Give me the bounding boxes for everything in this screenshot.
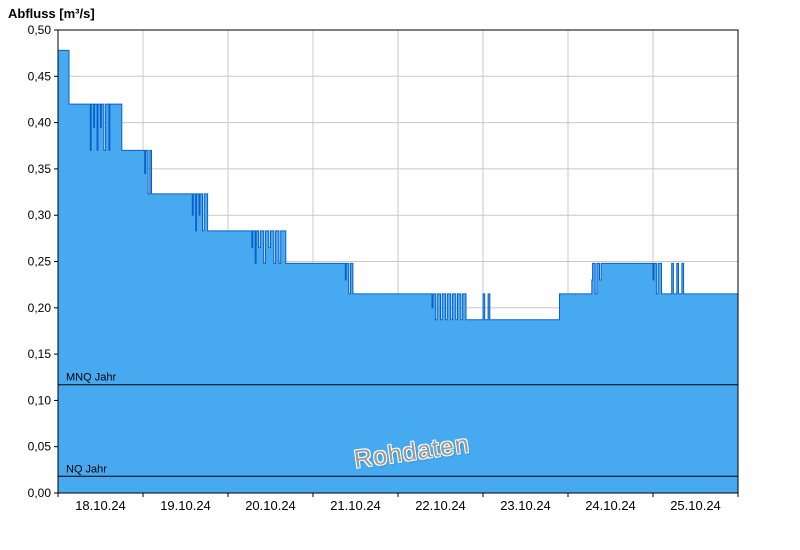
series-discharge (58, 49, 738, 494)
reference-line-label: NQ Jahr (66, 463, 107, 475)
y-tick-label: 0,30 (28, 208, 52, 222)
x-tick-label: 24.10.24 (585, 498, 636, 513)
x-tick-label: 18.10.24 (75, 498, 126, 513)
y-tick-label: 0,10 (28, 393, 52, 407)
y-tick-label: 0,20 (28, 301, 52, 315)
y-tick-label: 0,50 (28, 23, 52, 37)
y-tick-label: 0,00 (28, 486, 52, 500)
y-tick-label: 0,15 (28, 347, 52, 361)
y-tick-label: 0,45 (28, 69, 52, 83)
x-tick-label: 20.10.24 (245, 498, 296, 513)
reference-lines: MNQ Jahr NQ Jahr (58, 372, 738, 477)
reference-line-label: MNQ Jahr (66, 372, 116, 384)
x-tick-label: 21.10.24 (330, 498, 381, 513)
y-tick-label: 0,05 (28, 440, 52, 454)
y-tick-label: 0,25 (28, 255, 52, 269)
x-tick-label: 23.10.24 (500, 498, 551, 513)
y-tick-label: 0,40 (28, 116, 52, 130)
x-tick-label: 19.10.24 (160, 498, 211, 513)
axis-labels: 0,00 0,05 0,10 0,15 0,20 0,25 0,30 0,35 0,40 0,45… (28, 23, 739, 513)
y-tick-label: 0,35 (28, 162, 52, 176)
x-tick-label: 22.10.24 (415, 498, 466, 513)
y-axis-title: Abfluss [m³/s] (8, 6, 95, 21)
x-tick-label: 25.10.24 (670, 498, 721, 513)
